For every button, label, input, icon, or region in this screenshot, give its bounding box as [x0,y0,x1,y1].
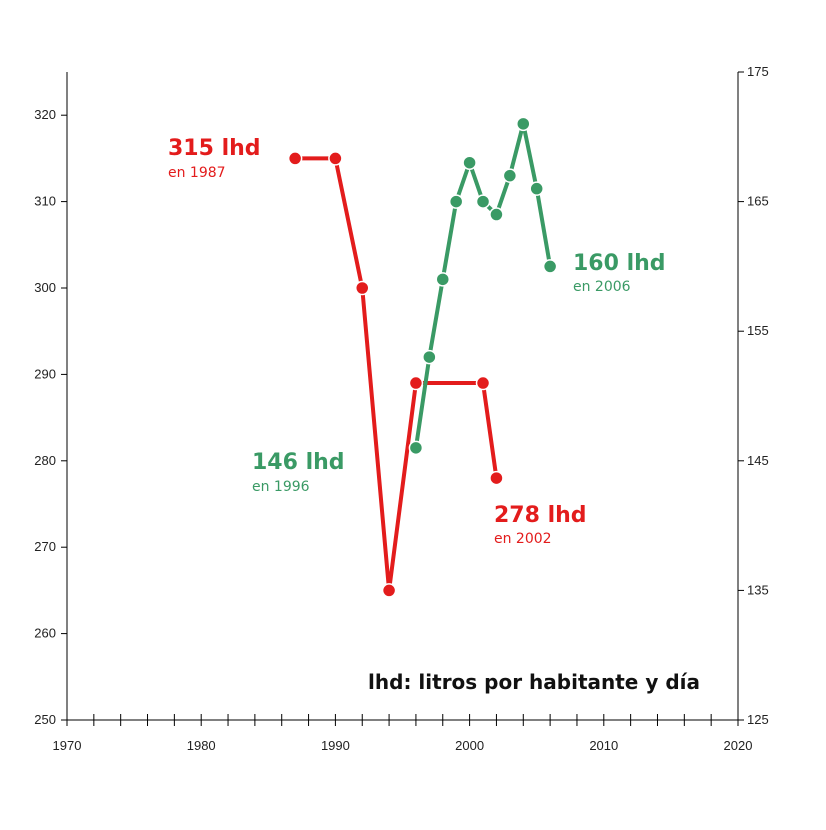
y-left-tick-label: 270 [34,539,56,554]
series-line-2 [413,121,553,450]
data-point [516,116,531,132]
y-left-tick-label: 280 [34,453,56,468]
x-tick-label: 2010 [589,738,618,753]
annotation-value-1996: 146 lhd [252,450,345,475]
data-point [287,151,303,166]
data-point [448,194,464,209]
series-layer [287,116,558,598]
series-line-1 [293,156,499,593]
data-point [408,375,424,391]
x-tick-label: 2000 [455,738,484,753]
x-tick-label: 1970 [53,738,82,753]
data-point [475,375,491,391]
units-note: lhd: litros por habitante y día [368,670,700,694]
y-right-tick-label: 135 [747,582,769,597]
annotation-year-1987: en 1987 [168,165,226,181]
data-point [422,349,437,365]
data-point [529,181,544,196]
y-left-tick-label: 310 [34,194,56,209]
annotation-value-2006: 160 lhd [573,251,666,276]
y-right-tick-label: 125 [747,712,769,727]
y-left-tick-label: 260 [34,626,56,641]
y-left-tick-label: 300 [34,280,56,295]
y-left-tick-label: 290 [34,366,56,381]
data-point [502,168,518,183]
x-tick-label: 2020 [724,738,753,753]
x-tick-label: 1990 [321,738,350,753]
data-point [328,151,343,166]
chart-axes: 1970 1980 1990 2000 2010 2020 250 260 270 280 290 3… [34,64,768,753]
y-right-tick-label: 145 [747,453,769,468]
data-point [381,583,397,598]
data-point [475,194,491,209]
annotation-value-2002: 278 lhd [494,503,587,528]
y-right-tick-label: 155 [747,323,769,338]
data-point [408,440,424,456]
data-point [542,259,558,274]
data-point [354,280,370,296]
data-point [489,207,504,222]
x-tick-label: 1980 [187,738,216,753]
data-point [462,155,477,170]
annotation-year-2002: en 2002 [494,531,552,547]
data-point [435,272,451,287]
data-point [489,470,504,486]
y-left-tick-label: 320 [34,107,56,122]
annotation-year-1996: en 1996 [252,479,310,495]
annotation-value-1987: 315 lhd [168,136,261,161]
y-right-tick-label: 175 [747,64,769,79]
y-right-tick-label: 165 [747,194,769,209]
annotation-year-2006: en 2006 [573,279,631,295]
y-left-tick-label: 250 [34,712,56,727]
